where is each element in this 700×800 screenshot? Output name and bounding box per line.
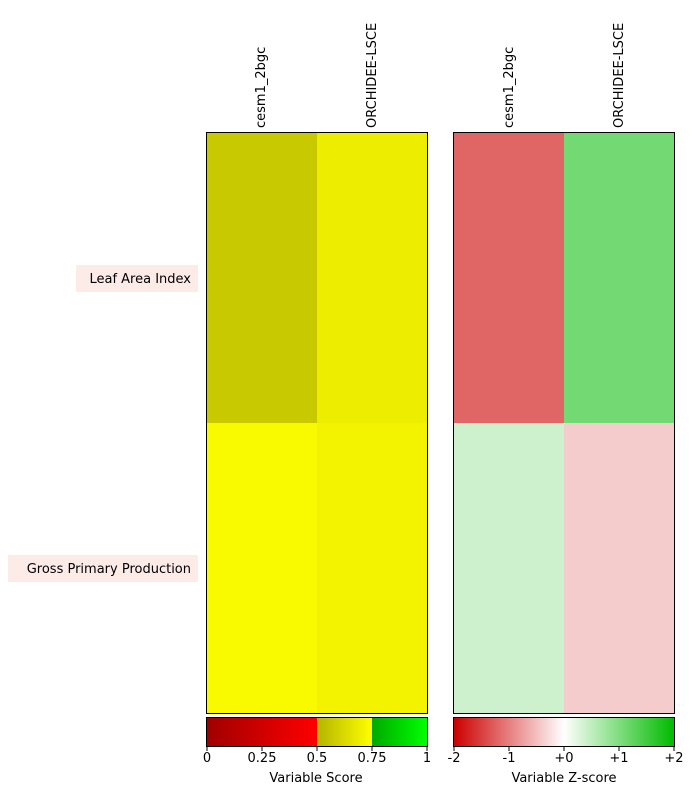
zscore-colorbar-tick-label-3: +1	[609, 751, 628, 766]
zscore-cell-r0-c0	[454, 133, 564, 423]
zscore-cell-r1-c0	[454, 423, 564, 713]
zscore-heatmap: cesm1_2bgc ORCHIDEE-LSCE	[453, 23, 675, 714]
zscore-col-label-0: cesm1_2bgc	[502, 47, 517, 128]
row-labels: Leaf Area Index Gross Primary Production	[8, 265, 198, 582]
score-colorbar-tick-label-0: 0	[203, 751, 211, 766]
score-heatmap-frame	[206, 132, 428, 714]
zscore-colorbar: -2 -1 +0 +1 +2 Variable Z-score	[448, 717, 684, 786]
zscore-colorbar-gradient	[454, 718, 674, 746]
score-colorbar-frame	[206, 717, 428, 747]
zscore-colorbar-tick-label-1: -1	[503, 751, 516, 766]
score-colorbar: 0 0.25 0.5 0.75 1 Variable Score	[203, 717, 431, 786]
zscore-col-label-1: ORCHIDEE-LSCE	[612, 23, 627, 128]
score-cell-r0-c1	[317, 133, 427, 423]
row-label-leaf-area-index: Leaf Area Index	[89, 272, 191, 287]
score-cell-r0-c0	[207, 133, 317, 423]
zscore-colorbar-tick-label-0: -2	[448, 751, 461, 766]
zscore-colorbar-tick-label-2: +0	[554, 751, 573, 766]
score-colorbar-segment-low	[207, 718, 317, 746]
zscore-heatmap-frame	[453, 132, 675, 714]
score-colorbar-segment-mid	[317, 718, 372, 746]
zscore-cell-r0-c1	[564, 133, 674, 423]
score-colorbar-tick-label-4: 1	[423, 751, 431, 766]
zscore-colorbar-label: Variable Z-score	[511, 771, 616, 786]
score-heatmap: cesm1_2bgc ORCHIDEE-LSCE	[206, 23, 428, 714]
score-cell-r1-c1	[317, 423, 427, 713]
score-col-label-1: ORCHIDEE-LSCE	[365, 23, 380, 128]
score-colorbar-tick-label-1: 0.25	[248, 751, 277, 766]
zscore-cell-r1-c1	[564, 423, 674, 713]
zscore-colorbar-frame	[453, 717, 675, 747]
row-label-bg-1	[8, 555, 198, 582]
row-label-gross-primary-production: Gross Primary Production	[27, 562, 191, 577]
score-cell-r1-c0	[207, 423, 317, 713]
score-colorbar-tick-label-3: 0.75	[358, 751, 387, 766]
score-colorbar-label: Variable Score	[269, 771, 362, 786]
score-colorbar-segment-high	[372, 718, 427, 746]
row-label-bg-0	[76, 265, 198, 292]
score-colorbar-tick-label-2: 0.5	[307, 751, 328, 766]
score-col-label-0: cesm1_2bgc	[254, 47, 269, 128]
zscore-colorbar-tick-label-4: +2	[664, 751, 683, 766]
